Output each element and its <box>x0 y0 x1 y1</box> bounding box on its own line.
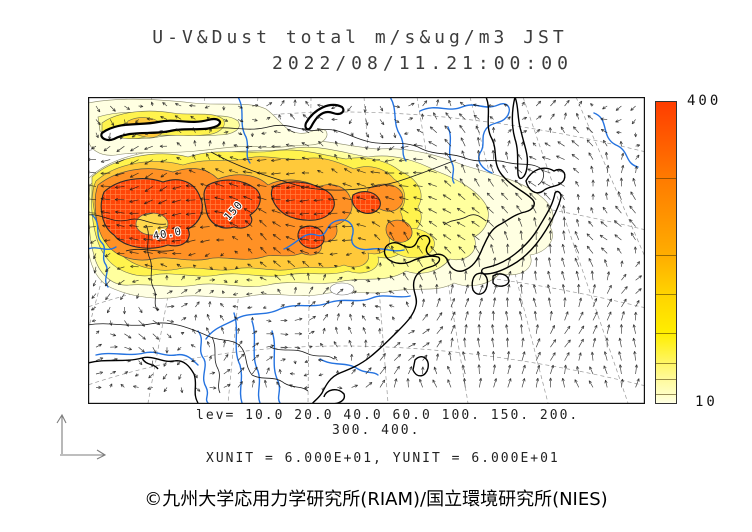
colorbar-tick <box>656 394 676 396</box>
map-frame <box>88 97 645 404</box>
lake-balkhash <box>100 118 222 142</box>
ref-arrow-vertical <box>56 413 67 454</box>
colorbar-min-label: 10 <box>695 394 718 410</box>
dust-contours <box>89 98 554 299</box>
colorbar-tick <box>656 255 676 257</box>
reference-vector-arrows <box>56 413 107 460</box>
colorbar-tick <box>656 332 676 334</box>
coastlines <box>89 98 566 403</box>
contour-levels-line1: lev= 10.0 20.0 40.0 60.0 100. 150. 200. <box>196 408 580 423</box>
plot-title: U-V&Dust total m/s&ug/m3 JST <box>152 27 568 48</box>
colorbar-tick <box>656 363 676 365</box>
country-borders <box>89 124 544 394</box>
rivers <box>89 98 639 403</box>
vector-units-line: XUNIT = 6.000E+01, YUNIT = 6.000E+01 <box>206 451 560 466</box>
lakes <box>100 103 345 142</box>
colorbar <box>655 101 677 404</box>
contour-levels-line2: 300. 400. <box>332 423 421 438</box>
colorbar-tick <box>656 378 676 380</box>
copyright-line: ©九州大学応用力学研究所(RIAM)/国立環境研究所(NIES) <box>144 489 608 510</box>
colorbar-max-label: 400 <box>687 93 722 109</box>
colorbar-tick <box>656 178 676 180</box>
wind-vectors <box>89 99 642 394</box>
lake-baikal <box>304 103 345 131</box>
plot-datetime: 2022/08/11.21:00:00 <box>272 53 573 74</box>
ref-arrow-horizontal <box>60 449 107 460</box>
colorbar-tick <box>656 293 676 295</box>
